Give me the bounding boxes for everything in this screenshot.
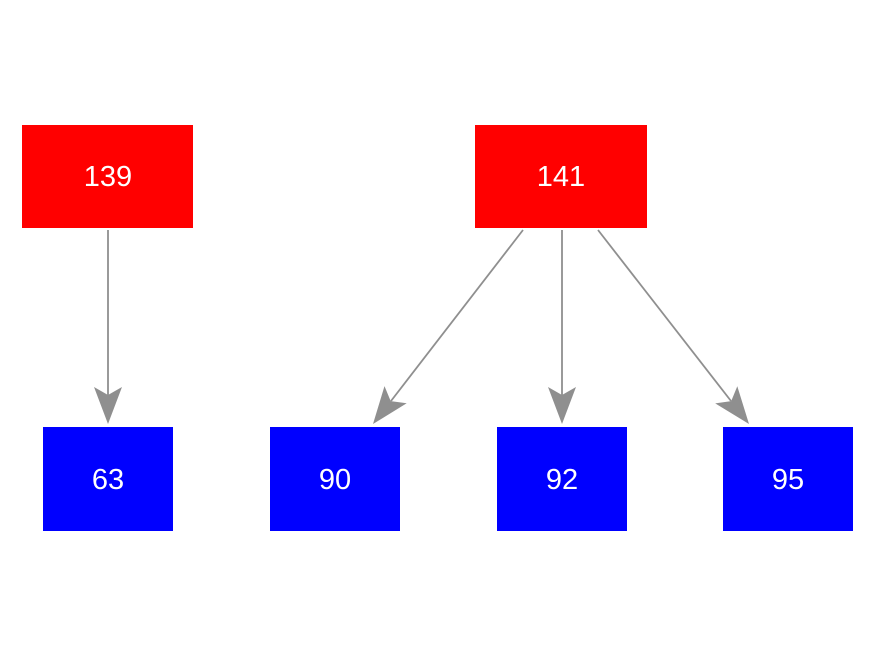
node-90: 90 — [270, 427, 400, 531]
node-139: 139 — [22, 125, 193, 228]
edge-139-63 — [94, 230, 122, 424]
node-label: 92 — [546, 464, 578, 496]
node-box — [475, 125, 647, 228]
node-label: 63 — [92, 464, 124, 496]
node-box — [22, 125, 193, 228]
node-box — [270, 427, 400, 531]
node-label: 139 — [84, 161, 132, 193]
arrowhead-icon — [94, 387, 122, 424]
edge-line — [597, 229, 732, 402]
node-label: 95 — [772, 464, 804, 496]
arrowhead-icon — [548, 387, 576, 424]
node-box — [43, 427, 173, 531]
edge-141-90 — [373, 229, 524, 424]
node-92: 92 — [497, 427, 627, 531]
node-95: 95 — [723, 427, 853, 531]
edge-141-95 — [597, 229, 749, 424]
arrowhead-icon — [715, 386, 749, 424]
edge-line — [390, 229, 524, 402]
node-label: 141 — [537, 161, 585, 193]
edge-141-92 — [548, 230, 576, 424]
arrowhead-icon — [373, 386, 407, 424]
node-141: 141 — [475, 125, 647, 228]
node-label: 90 — [319, 464, 351, 496]
node-box — [497, 427, 627, 531]
node-63: 63 — [43, 427, 173, 531]
node-box — [723, 427, 853, 531]
